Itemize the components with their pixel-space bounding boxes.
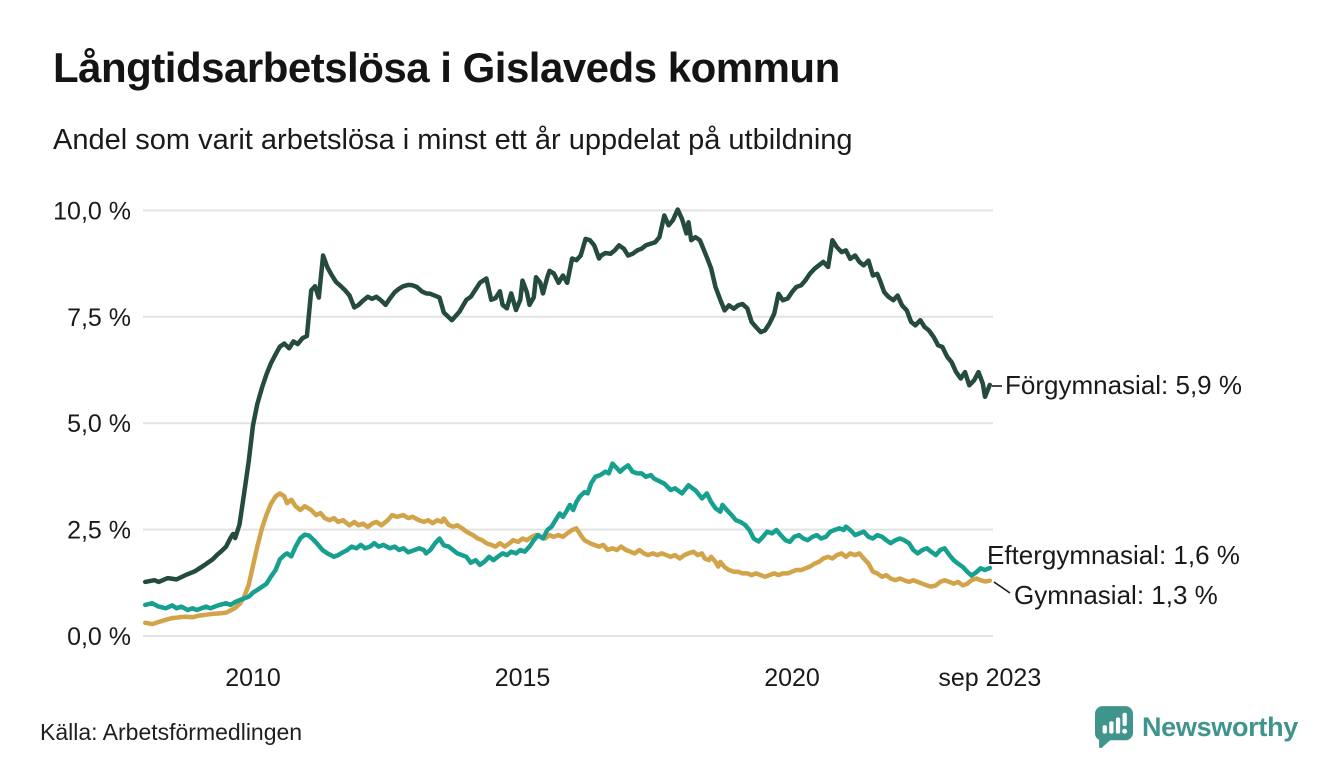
source-note: Källa: Arbetsförmedlingen [40,719,303,745]
series-end-label-eftergymnasial: Eftergymnasial: 1,6 % [987,540,1240,570]
newsworthy-logo[interactable]: Newsworthy [1094,706,1298,748]
y-axis-tick-label: 5,0 % [67,410,131,438]
y-axis-tick-label: 2,5 % [67,517,131,545]
label-connector [993,581,1011,594]
series-end-label-gymnasial: Gymnasial: 1,3 % [1014,580,1218,610]
y-axis-tick-label: 10,0 % [53,197,131,225]
x-axis-tick-label: 2010 [225,664,281,692]
y-axis-tick-label: 7,5 % [67,304,131,332]
x-axis-tick-label: 2015 [495,664,551,692]
series-end-label-förgymnasial: Förgymnasial: 5,9 % [1005,370,1242,400]
x-axis-tick-label: 2020 [764,664,820,692]
page-title: Långtidsarbetslösa i Gislaveds kommun [53,44,840,91]
y-axis-tick-label: 0,0 % [67,623,131,651]
series-line-eftergymnasial [142,461,993,613]
bar-chart-speech-bubble-icon [1094,706,1133,748]
series-line-gymnasial [142,491,993,627]
x-axis-tick-label: sep 2023 [938,664,1041,692]
newsworthy-logo-text: Newsworthy [1141,711,1298,742]
series-line-förgymnasial [142,207,993,585]
chart-subtitle: Andel som varit arbetslösa i minst ett å… [53,124,853,156]
